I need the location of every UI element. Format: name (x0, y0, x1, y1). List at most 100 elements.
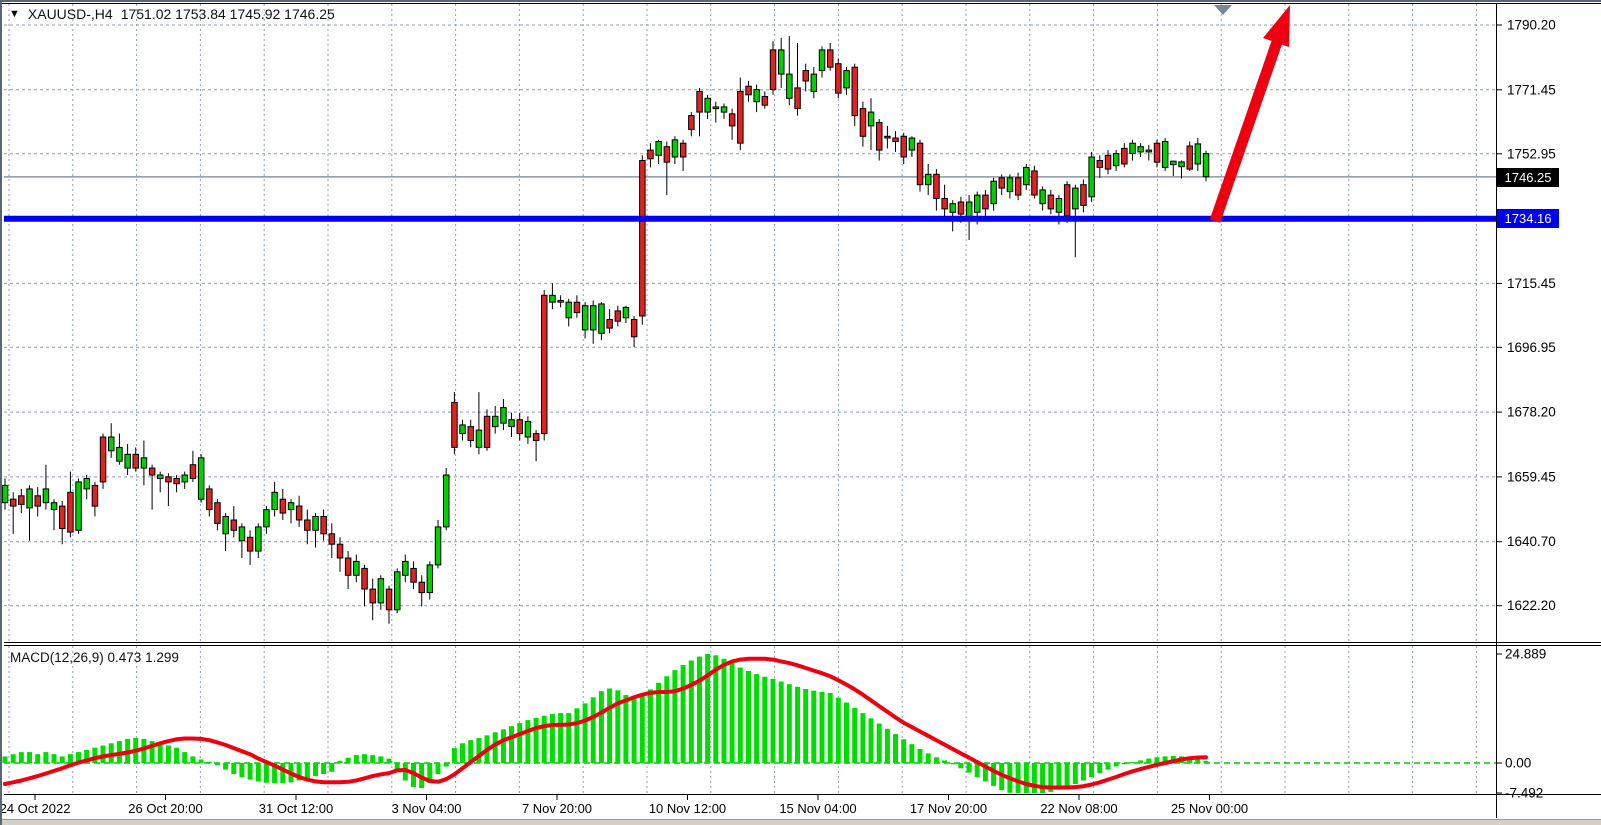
candle (394, 568, 401, 614)
candle (328, 523, 336, 558)
triangle-down-marker[interactable] (1214, 5, 1232, 15)
candle (1047, 189, 1055, 215)
candle (565, 298, 572, 327)
candle (508, 412, 515, 437)
candle (598, 302, 605, 341)
candle (778, 37, 785, 88)
candle (516, 412, 523, 441)
candle (900, 132, 907, 164)
line-level-badge: 1734.16 (1497, 209, 1559, 228)
candle (859, 101, 867, 147)
candle (10, 492, 17, 534)
candle (581, 302, 589, 339)
candle (336, 537, 344, 572)
time-axis-label: 17 Nov 20:00 (910, 801, 987, 816)
candle (892, 131, 899, 152)
candle (124, 443, 131, 475)
candle (1039, 186, 1046, 211)
candle (1178, 160, 1185, 179)
candle (671, 136, 679, 164)
candle (688, 112, 695, 137)
candle (91, 481, 99, 517)
candle (802, 63, 809, 92)
candle (475, 392, 483, 455)
symbol-dropdown-icon[interactable]: ▼ (9, 8, 20, 20)
candle (173, 475, 180, 493)
candle (1194, 138, 1202, 171)
candle (1080, 179, 1087, 213)
macd-axis[interactable]: 24.889 0.00 -7.492 (1496, 647, 1546, 801)
macd-histogram (2, 654, 1209, 793)
up-arrow-annotation[interactable] (1209, 5, 1290, 223)
symbol-period-label: XAUUSD-,H4 (27, 6, 113, 22)
candle (500, 399, 507, 431)
candle (26, 485, 33, 541)
price-axis-label: 1771.45 (1507, 82, 1556, 97)
candle (622, 305, 630, 323)
candle (1112, 150, 1120, 171)
candle (50, 499, 58, 531)
candle (532, 430, 540, 462)
candle (426, 561, 434, 600)
candle (712, 101, 720, 123)
candle (606, 309, 613, 334)
candle (810, 67, 818, 99)
candle (1145, 144, 1153, 161)
candle (222, 513, 229, 552)
candle (140, 440, 148, 486)
candle (761, 91, 769, 109)
candles-layer (2, 36, 1210, 624)
candle (737, 77, 744, 151)
price-axis[interactable]: 1790.20 1771.45 1752.95 1715.45 1696.95 1678.… (1496, 18, 1556, 614)
candle (630, 316, 638, 348)
candle (916, 139, 924, 192)
candle (483, 409, 491, 451)
candle (189, 450, 197, 482)
candle (295, 495, 303, 527)
time-axis-label: 15 Nov 04:00 (779, 801, 856, 816)
candle (18, 488, 25, 514)
macd-axis-label: 0.00 (1505, 756, 1531, 771)
candle (851, 63, 858, 126)
candle (1031, 165, 1038, 199)
candle (230, 506, 238, 538)
candle (794, 43, 801, 116)
time-axis-label: 10 Nov 12:00 (649, 801, 726, 816)
candle (492, 405, 499, 434)
candle (443, 468, 450, 531)
candle (745, 81, 752, 102)
time-axis[interactable]: 24 Oct 2022 26 Oct 20:00 31 Oct 12:00 3 Nov… (2, 795, 1248, 816)
candle (679, 139, 687, 171)
candle (696, 87, 703, 137)
candle (1137, 143, 1144, 157)
candle (647, 143, 654, 168)
candle (867, 98, 875, 151)
candle (786, 36, 793, 106)
price-axis-label: 1622.20 (1507, 598, 1556, 613)
candle (2, 478, 9, 510)
candle (1014, 172, 1022, 201)
candle (304, 509, 311, 545)
price-axis-label: 1790.20 (1507, 18, 1556, 33)
candle (941, 184, 948, 218)
candle (1153, 139, 1161, 168)
candle (590, 300, 597, 344)
candle (843, 67, 850, 95)
time-axis-label: 22 Nov 08:00 (1040, 801, 1117, 816)
candle (884, 125, 891, 149)
candle (402, 554, 409, 583)
candle (320, 509, 327, 541)
macd-axis-label: -7.492 (1505, 786, 1543, 801)
candle (876, 119, 883, 161)
candle (557, 295, 564, 308)
candle (312, 513, 319, 548)
candle (998, 174, 1005, 196)
chart-header: ▼ XAUUSD-,H4 1751.02 1753.84 1745.92 174… (9, 6, 335, 22)
candle (75, 478, 82, 534)
candle (377, 575, 385, 610)
candle (238, 523, 246, 558)
candle (908, 136, 916, 157)
candle (1161, 138, 1169, 171)
